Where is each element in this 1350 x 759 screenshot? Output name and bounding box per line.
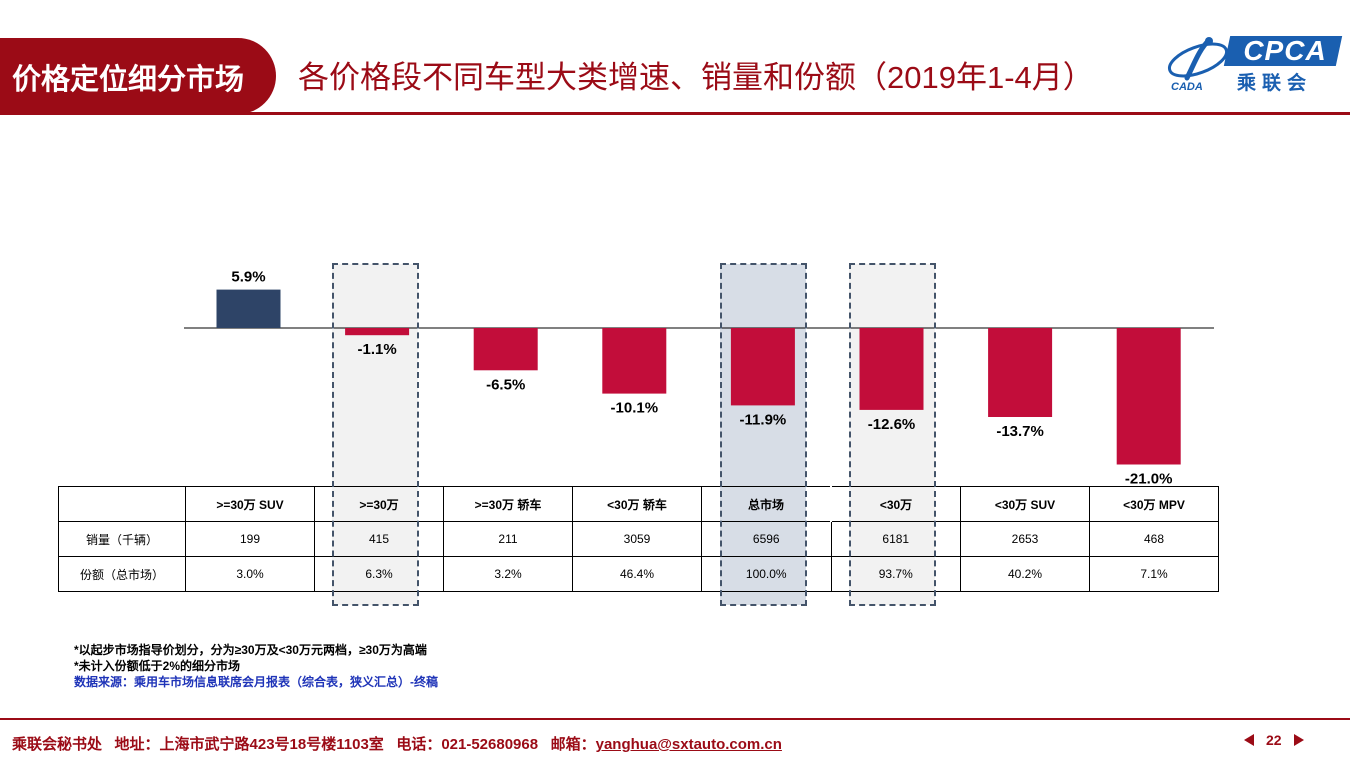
highlight-box-total [720, 263, 807, 606]
footer-org: 乘联会秘书处 [12, 736, 103, 753]
table-cell: 46.4% [572, 556, 702, 592]
highlight-box-lt30 [849, 263, 936, 606]
page-number: 22 [1266, 732, 1282, 749]
table-cell: 3.0% [185, 556, 315, 592]
section-title: 价格定位细分市场 [12, 64, 245, 96]
table-header-cell: <30万 MPV [1089, 486, 1219, 522]
highlight-box-ge30 [332, 263, 419, 606]
table-header-cell: >=30万 SUV [185, 486, 315, 522]
bars-group: 5.9% -1.1% -6.5% -10.1% -11.9% -12.6% -13.7% -2… [216, 269, 1181, 488]
bar-value-label: -6.5% [486, 376, 525, 393]
footer-email-link[interactable]: yanghua@sxtauto.com.cn [595, 736, 782, 753]
data-source-note: 数据来源：乘用车市场信息联席会月报表（综合表，狭义汇总）-终稿 [74, 675, 438, 689]
bar [602, 328, 667, 394]
table-cell: 100.0% [701, 556, 832, 592]
table-header-cell: <30万 SUV [960, 486, 1090, 522]
section-tab: 价格定位细分市场 [0, 38, 276, 114]
table-cell: 7.1% [1089, 556, 1219, 592]
footer-email-label: 邮箱： [550, 736, 596, 753]
bar [859, 328, 924, 410]
bar-value-label: -21.0% [1125, 471, 1173, 488]
table-cell: 6.3% [314, 556, 444, 592]
table-cell: 199 [185, 521, 315, 557]
table-cell: 211 [443, 521, 573, 557]
bar-value-label: 5.9% [231, 269, 265, 286]
bar [988, 328, 1053, 417]
bar-value-label: -1.1% [358, 341, 397, 358]
table-row-share: 份额（总市场） 3.0% 6.3% 3.2% 46.4% 100.0% 93.7… [58, 556, 1219, 592]
table-header-cell: >=30万 轿车 [443, 486, 573, 522]
bar-value-label: -10.1% [611, 400, 659, 417]
sales-share-table: >=30万 SUV >=30万 >=30万 轿车 <30万 轿车 总市场 <30… [58, 486, 1219, 592]
table-cell: 6596 [701, 521, 832, 557]
table-cell: 2653 [960, 521, 1090, 557]
bar-value-label: -12.6% [868, 416, 916, 433]
table-cell: 468 [1089, 521, 1219, 557]
growth-bar-chart: 5.9% -1.1% -6.5% -10.1% -11.9% -12.6% -13.7% -2… [184, 269, 1214, 488]
bar [473, 328, 538, 371]
table-cell: 3059 [572, 521, 702, 557]
table-header-row: >=30万 SUV >=30万 >=30万 轿车 <30万 轿车 总市场 <30… [58, 486, 1219, 522]
prev-slide-icon[interactable] [1244, 734, 1254, 747]
bar-value-label: -11.9% [740, 411, 787, 428]
footer-divider [0, 718, 1350, 720]
table-cell: 3.2% [443, 556, 573, 592]
footer-address: 地址：上海市武宁路423号18号楼1103室 [114, 736, 384, 753]
footnote: *以起步市场指导价划分，分为≥30万及<30万元两档，≥30万为高端 [74, 643, 427, 657]
bar [345, 328, 410, 336]
next-slide-icon[interactable] [1293, 734, 1304, 747]
svg-text:CADA: CADA [1171, 81, 1203, 93]
table-row-label: 份额（总市场） [58, 556, 186, 592]
table-cell: 93.7% [830, 556, 961, 592]
cpca-logo: CADA CPCA 乘联会 [1165, 32, 1345, 94]
footer-phone: 电话：021-52680968 [396, 736, 539, 753]
table-corner-cell [58, 486, 186, 522]
bar [730, 328, 795, 406]
footnotes: *以起步市场指导价划分，分为≥30万及<30万元两档，≥30万为高端 *未计入份… [74, 642, 438, 690]
cpca-logo-cn: 乘联会 [1237, 73, 1313, 94]
bar [216, 289, 281, 328]
cpca-logo-text: CPCA [1243, 35, 1327, 66]
bar-value-label: -13.7% [996, 423, 1044, 440]
table-row-sales: 销量（千辆） 199 415 211 3059 6596 6181 2653 4… [58, 521, 1219, 557]
page-title: 各价格段不同车型大类增速、销量和份额（2019年1-4月） [298, 60, 1094, 95]
table-header-cell: >=30万 [314, 486, 444, 522]
header-divider [0, 112, 1350, 115]
footer-contact: 乘联会秘书处 地址：上海市武宁路423号18号楼1103室 电话：021-526… [12, 733, 782, 754]
slide-pager: 22 [1244, 731, 1304, 748]
bar [1116, 328, 1181, 465]
footnote: *未计入份额低于2%的细分市场 [74, 659, 241, 673]
table-cell: 40.2% [960, 556, 1090, 592]
table-row-label: 销量（千辆） [58, 521, 186, 557]
table-header-cell: <30万 轿车 [572, 486, 702, 522]
